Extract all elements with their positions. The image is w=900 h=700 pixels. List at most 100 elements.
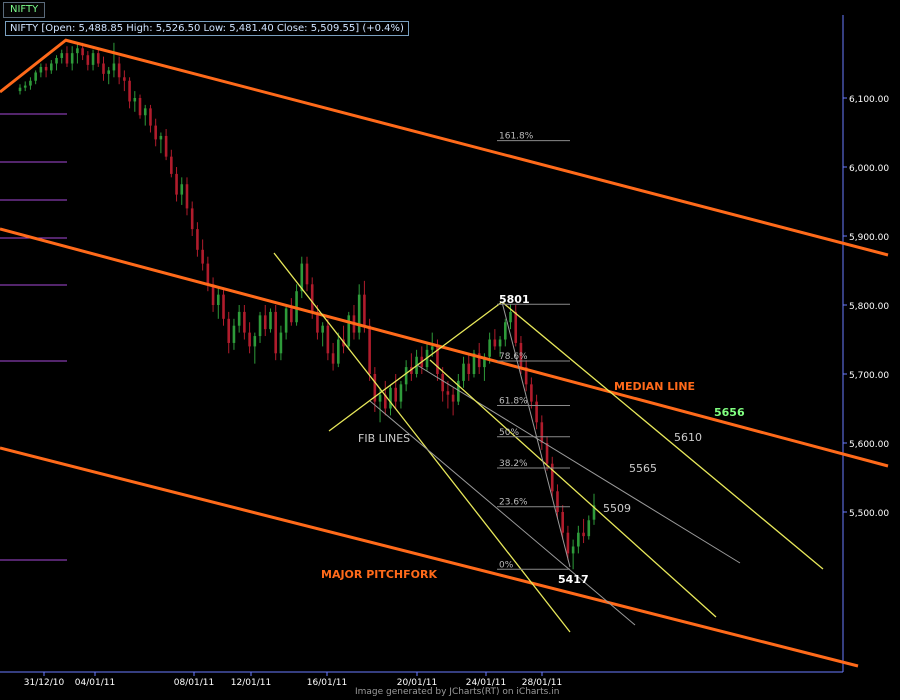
candle <box>190 201 194 236</box>
candle-body <box>441 374 444 392</box>
candle-body <box>509 311 512 323</box>
candle <box>211 277 215 312</box>
candle <box>503 318 507 347</box>
candle-body <box>404 367 408 385</box>
candle-body <box>519 342 523 368</box>
candle <box>29 77 32 90</box>
candle <box>86 51 90 71</box>
candle-body <box>326 325 330 354</box>
candle <box>284 305 288 340</box>
candle <box>514 305 518 347</box>
candle <box>50 60 53 74</box>
candle-body <box>363 294 366 326</box>
candle <box>102 56 105 81</box>
candle <box>222 287 225 326</box>
candle <box>383 380 387 416</box>
candle-body <box>368 325 371 374</box>
candle-body <box>23 85 27 88</box>
candle-body <box>44 66 48 71</box>
candle-body <box>477 353 481 368</box>
candle-body <box>592 505 596 520</box>
candle-body <box>117 63 121 78</box>
pitchfork-lower-line <box>0 446 859 668</box>
candle <box>404 360 408 392</box>
y-tick-label: 5,700.00 <box>849 371 889 381</box>
candle <box>248 322 251 354</box>
candle <box>76 42 79 64</box>
fib-channel-mid-b <box>416 364 741 564</box>
candle-body <box>232 325 236 343</box>
candle-body <box>253 336 257 347</box>
candle-body <box>175 173 178 195</box>
candle-body <box>410 367 413 374</box>
candle-body <box>503 322 507 340</box>
candle-body <box>488 339 491 357</box>
fib-level-label: 161.8% <box>499 132 534 142</box>
fib-level: 161.8% <box>497 132 570 142</box>
symbol-tab[interactable]: NIFTY <box>3 2 46 18</box>
candle <box>524 360 528 392</box>
candle-body <box>112 63 116 71</box>
candle <box>389 384 392 416</box>
candle <box>44 63 48 78</box>
candle <box>274 305 277 361</box>
candle-body <box>154 125 157 140</box>
candle <box>128 77 131 109</box>
candle <box>566 525 570 561</box>
candle <box>337 332 340 368</box>
candle-body <box>263 315 267 330</box>
candle <box>149 104 152 133</box>
candle-body <box>190 208 194 230</box>
symbol-tab-label: NIFTY <box>10 4 39 15</box>
candle-body <box>107 70 111 74</box>
candle-body <box>222 294 225 319</box>
candle <box>316 305 319 340</box>
candle <box>34 70 37 85</box>
candle-body <box>566 532 570 554</box>
median-value-label: 5656 <box>714 406 745 419</box>
y-tick-label: 5,600.00 <box>849 440 889 450</box>
candle-body <box>237 311 241 326</box>
candle-body <box>102 63 105 74</box>
candle <box>180 177 184 205</box>
median-line-label: MEDIAN LINE <box>614 380 695 393</box>
candle-body <box>76 48 79 54</box>
fib-level: 61.8% <box>497 397 570 407</box>
candle-body <box>149 108 152 126</box>
candle <box>535 394 538 430</box>
candle <box>123 70 126 92</box>
fib-level: 38.2% <box>497 459 570 469</box>
y-tick-label: 5,900.00 <box>849 233 889 243</box>
candle-body <box>50 63 53 71</box>
candle-body <box>451 394 455 402</box>
candle <box>399 380 403 409</box>
candle-body <box>258 315 262 337</box>
candle-body <box>571 546 575 554</box>
candle <box>357 284 361 340</box>
fib-level-label: 38.2% <box>499 459 528 469</box>
y-tick-label: 5,500.00 <box>849 509 889 519</box>
candle-body <box>227 318 231 343</box>
pitchfork-upper-line <box>64 38 889 257</box>
candle-body <box>34 72 37 81</box>
candle <box>540 415 544 450</box>
candle <box>530 377 533 409</box>
candle-body <box>159 135 163 140</box>
candle-body <box>446 391 450 395</box>
candle <box>410 353 413 381</box>
candle-body <box>55 57 58 64</box>
footer-credit: Image generated by JCharts(RT) on iChart… <box>355 687 560 697</box>
candle <box>70 46 74 71</box>
candle-body <box>347 315 351 347</box>
candle <box>279 325 283 361</box>
pitchfork-handle-line <box>0 38 67 94</box>
fib-level-label: 50% <box>499 428 519 438</box>
candle <box>556 484 559 519</box>
high-label: 5801 <box>499 293 530 306</box>
candles <box>18 42 596 570</box>
x-tick-label: 31/12/10 <box>24 678 65 688</box>
major-pitchfork-label: MAJOR PITCHFORK <box>321 568 437 581</box>
candle-body <box>170 156 173 174</box>
candle-body <box>211 284 215 305</box>
